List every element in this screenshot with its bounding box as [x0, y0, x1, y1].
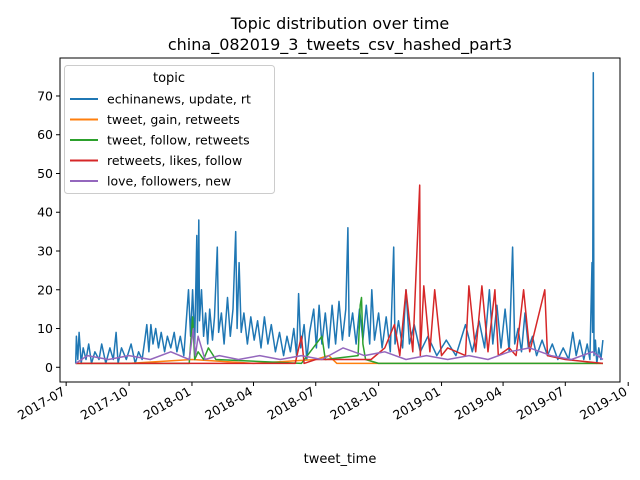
legend-frame	[64, 65, 275, 194]
x-axis-label: tweet_time	[304, 452, 377, 467]
series-line-4	[75, 327, 604, 365]
y-tick-label: 60	[37, 127, 53, 142]
legend-label-3: retweets, likes, follow	[107, 153, 242, 168]
legend-label-4: love, followers, new	[107, 174, 231, 189]
series-lines	[74, 71, 604, 365]
legend-label-2: tweet, follow, retweets	[107, 133, 250, 148]
plot-area-frame	[59, 57, 621, 383]
chart-subtitle: china_082019_3_tweets_csv_hashed_part3	[168, 35, 512, 55]
legend-label-0: echinanews, update, rt	[107, 92, 251, 107]
legend-label-1: tweet, gain, retweets	[107, 112, 240, 127]
y-tick-label: 0	[45, 360, 53, 375]
legend: topic echinanews, update, rt tweet, gain,…	[64, 65, 275, 194]
y-tick-label: 10	[37, 321, 53, 336]
series-line-2	[75, 296, 603, 365]
legend-title: topic	[153, 71, 185, 86]
y-axis-ticks: 0 10 20 30 40 50 60 70	[37, 88, 60, 375]
chart-title: Topic distribution over time	[230, 14, 450, 33]
y-tick-label: 70	[37, 88, 53, 103]
y-tick-label: 20	[37, 282, 53, 297]
series-line-0	[74, 71, 604, 365]
y-tick-label: 30	[37, 244, 53, 259]
y-tick-label: 50	[37, 166, 53, 181]
legend-entries: echinanews, update, rt tweet, gain, retwe…	[70, 92, 251, 189]
series-line-3	[75, 184, 603, 365]
y-tick-label: 40	[37, 205, 53, 220]
